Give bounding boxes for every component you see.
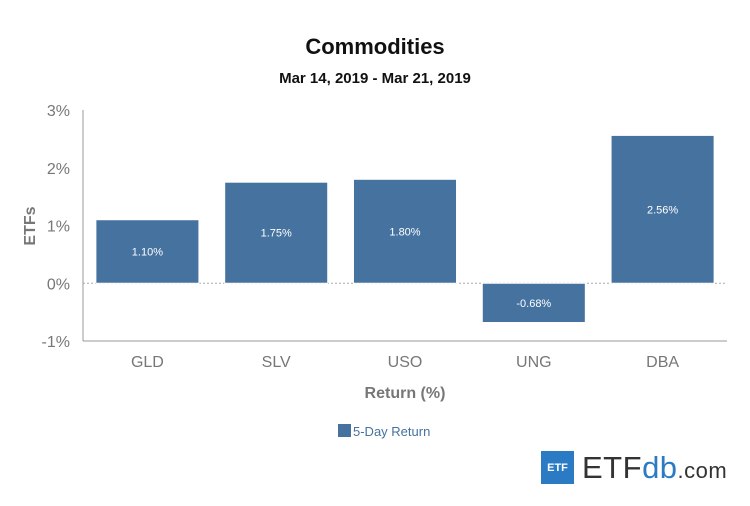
legend-label: 5-Day Return xyxy=(353,424,430,439)
data-label: 2.56% xyxy=(647,204,678,216)
chart-subtitle: Mar 14, 2019 - Mar 21, 2019 xyxy=(279,70,471,87)
x-tick-label: GLD xyxy=(131,354,164,371)
logo-com: .com xyxy=(677,458,728,483)
x-tick-label: DBA xyxy=(646,354,679,371)
bar-ung[interactable] xyxy=(481,282,586,324)
logo-wordmark: ETFdb.com xyxy=(582,452,727,483)
legend-swatch xyxy=(338,424,351,437)
bar-uso[interactable] xyxy=(352,178,458,284)
data-label: -0.68% xyxy=(516,298,551,310)
bar-dba[interactable] xyxy=(610,134,715,284)
bar-slv[interactable] xyxy=(224,181,329,284)
x-tick-label: SLV xyxy=(262,354,291,371)
etfdb-logo[interactable]: ETF ETFdb.com xyxy=(541,451,727,484)
etf-logo-icon: ETF xyxy=(541,451,574,484)
bar-gld[interactable] xyxy=(95,219,200,284)
y-tick-label: 0% xyxy=(47,276,70,293)
y-tick-label: -1% xyxy=(42,334,70,351)
x-tick-label: UNG xyxy=(516,354,552,371)
legend[interactable]: 5-Day Return xyxy=(338,424,430,439)
x-tick-label: USO xyxy=(388,354,423,371)
data-label: 1.75% xyxy=(261,228,292,240)
chart-title: Commodities xyxy=(305,34,445,59)
logo-main: ETF xyxy=(582,450,643,485)
data-label: 1.10% xyxy=(132,246,163,258)
data-label: 1.80% xyxy=(389,226,420,238)
y-tick-label: 3% xyxy=(47,103,70,120)
x-axis-label: Return (%) xyxy=(365,385,446,402)
y-axis-label: ETFs xyxy=(22,206,39,245)
y-tick-label: 2% xyxy=(47,161,70,178)
logo-db: db xyxy=(642,450,678,485)
y-tick-label: 1% xyxy=(47,219,70,236)
